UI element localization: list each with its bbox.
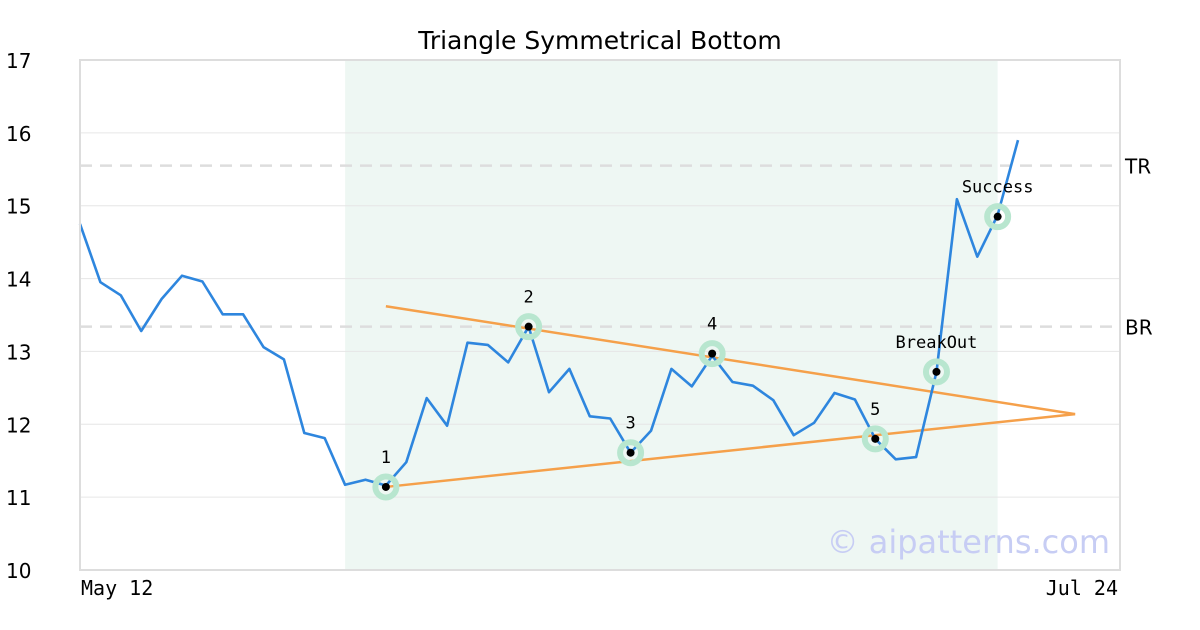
plot-frame [79, 59, 1121, 571]
pattern-region [345, 60, 998, 570]
point-halo [861, 425, 889, 453]
y-tick-label: 13 [6, 340, 31, 364]
point-halo [515, 313, 543, 341]
point-label: 1 [381, 448, 391, 468]
trendline [385, 412, 1076, 489]
point-marker [871, 434, 880, 443]
point-label: 2 [524, 288, 534, 308]
point-halo [372, 473, 400, 501]
y-tick-label: 10 [6, 559, 31, 583]
point-marker [524, 322, 533, 331]
point-halo [984, 203, 1012, 231]
point-halo [698, 340, 726, 368]
point-label: 4 [707, 315, 717, 335]
point-label: 5 [870, 400, 880, 420]
x-tick-label: May 12 [81, 576, 153, 600]
watermark: © aipatterns.com [827, 523, 1110, 561]
level-label: BR [1125, 316, 1153, 340]
level-label: TR [1124, 155, 1151, 179]
point-marker [708, 349, 717, 358]
x-tick-label: Jul 24 [1046, 576, 1118, 600]
y-tick-label: 16 [6, 122, 31, 146]
chart-title: Triangle Symmetrical Bottom [417, 26, 782, 55]
price-line [78, 139, 1020, 487]
point-marker [626, 448, 635, 457]
point-halo [617, 439, 645, 467]
point-label: BreakOut [896, 333, 978, 353]
point-marker [381, 482, 390, 491]
y-tick-label: 12 [6, 413, 31, 437]
point-halo [922, 358, 950, 386]
point-marker [932, 367, 941, 376]
point-label: Success [962, 178, 1034, 198]
trendline [385, 305, 1076, 416]
point-marker [993, 212, 1002, 221]
y-tick-label: 15 [6, 195, 31, 219]
point-label: 3 [625, 414, 635, 434]
y-tick-label: 11 [6, 486, 31, 510]
y-tick-label: 17 [6, 49, 31, 73]
y-tick-label: 14 [6, 268, 31, 292]
